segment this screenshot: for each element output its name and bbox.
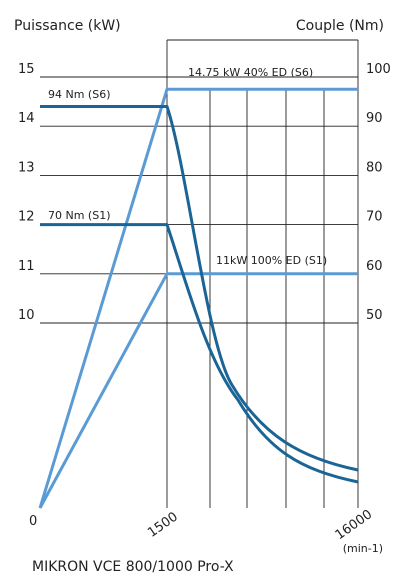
right-ticks: 50 60 70 80 90 100 [366, 62, 391, 323]
left-tick-label: 11 [18, 259, 35, 274]
right-tick-label: 100 [366, 62, 391, 77]
left-ticks: 10 11 12 13 14 15 [18, 62, 35, 323]
left-axis-title: Puissance (kW) [14, 18, 121, 34]
annotation-label: 94 Nm (S6) [48, 88, 111, 101]
series-line-3 [40, 105, 359, 472]
left-tick-label: 10 [18, 308, 35, 323]
right-tick-label: 50 [366, 308, 383, 323]
left-tick-label: 13 [18, 160, 35, 175]
x-tick-label: 16000 [333, 507, 375, 543]
left-tick-label: 15 [18, 62, 35, 77]
series [38, 87, 359, 509]
left-tick-label: 12 [18, 210, 35, 225]
x-tick-label: 0 [29, 514, 37, 529]
right-axis-title: Couple (Nm) [296, 18, 384, 34]
annotation-label: 70 Nm (S1) [48, 209, 111, 222]
series-line-1 [38, 87, 358, 509]
x-unit-label: (min-1) [343, 542, 383, 555]
annotations: 14.75 kW 40% ED (S6) 94 Nm (S6) 70 Nm (S1)… [48, 66, 327, 267]
left-tick-label: 14 [18, 111, 35, 126]
x-tick-label: 1500 [145, 509, 181, 540]
right-tick-label: 90 [366, 111, 383, 126]
series-line-4 [40, 223, 359, 484]
right-tick-label: 60 [366, 259, 383, 274]
right-tick-label: 80 [366, 160, 383, 175]
x-ticks: 0 1500 16000 [29, 507, 375, 543]
series-line-2 [38, 272, 358, 509]
right-tick-label: 70 [366, 210, 383, 225]
footer-model: MIKRON VCE 800/1000 Pro-X [32, 559, 234, 575]
annotation-label: 14.75 kW 40% ED (S6) [188, 66, 313, 79]
annotation-label: 11kW 100% ED (S1) [216, 254, 327, 267]
